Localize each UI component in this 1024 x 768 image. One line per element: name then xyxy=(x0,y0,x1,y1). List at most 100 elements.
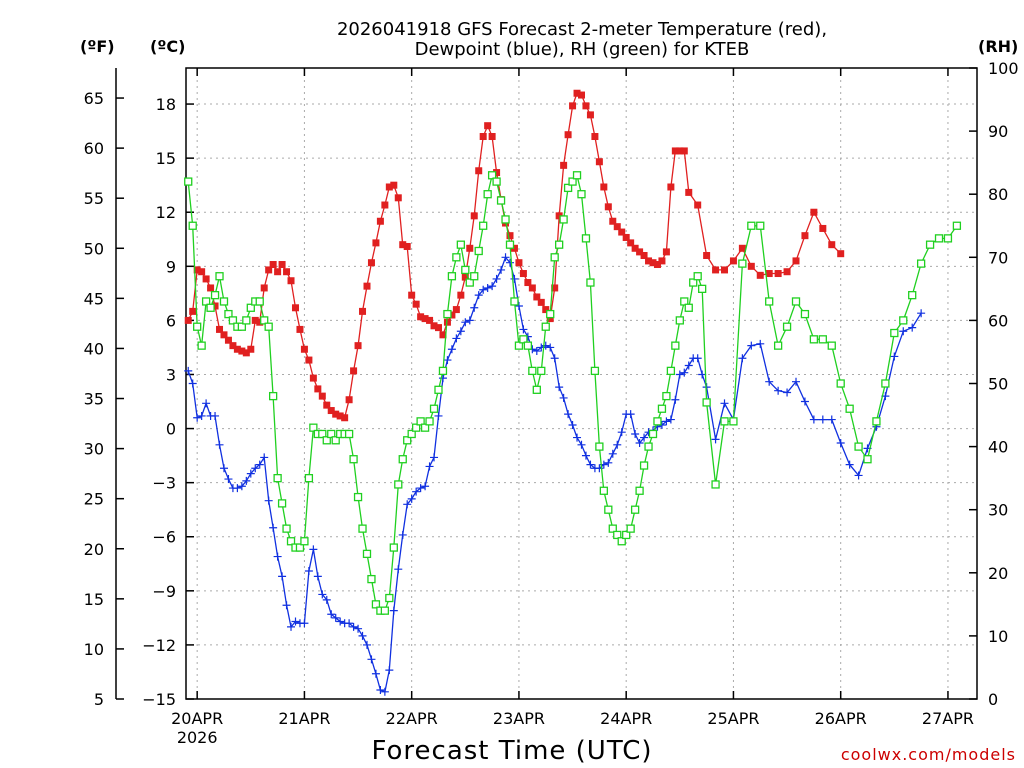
series-dewpoint xyxy=(184,253,926,696)
data-point xyxy=(331,436,340,445)
data-point xyxy=(434,324,442,332)
data-point xyxy=(666,415,675,424)
data-point xyxy=(738,244,746,252)
data-point xyxy=(264,322,273,331)
data-point xyxy=(429,404,439,413)
tick-label-f: 15 xyxy=(84,590,104,609)
data-point xyxy=(572,171,582,180)
data-point xyxy=(836,379,845,388)
data-point xyxy=(256,318,264,326)
data-point xyxy=(350,367,358,375)
tick-label-x: 21APR xyxy=(278,709,330,728)
series-line xyxy=(187,92,842,419)
data-point xyxy=(349,622,358,631)
data-point xyxy=(238,347,246,355)
data-point xyxy=(479,133,487,141)
data-point xyxy=(407,429,416,439)
tick-label-f: 5 xyxy=(94,690,104,709)
data-point xyxy=(461,265,470,275)
tick-label-c: 0 xyxy=(166,420,176,439)
data-point xyxy=(278,572,287,581)
tick-label-c: −6 xyxy=(152,528,176,547)
data-point xyxy=(193,266,201,274)
data-point xyxy=(251,464,260,473)
fahrenheit-axis: 65 60 55 50 45 40 35 30 25 20 15 10 5 xyxy=(84,89,124,709)
data-point xyxy=(314,385,322,393)
data-point xyxy=(470,212,478,220)
tick-label-rh: 40 xyxy=(988,438,1008,457)
data-point xyxy=(581,234,591,243)
data-point xyxy=(362,549,372,559)
data-point xyxy=(197,341,206,350)
data-point xyxy=(188,221,197,230)
data-point xyxy=(484,122,492,130)
data-point xyxy=(551,284,559,292)
data-point xyxy=(466,244,474,252)
data-point xyxy=(720,417,729,426)
data-point xyxy=(341,414,349,422)
data-point xyxy=(698,370,707,379)
tick-label-rh: 30 xyxy=(988,501,1008,520)
data-point xyxy=(228,316,238,325)
data-point xyxy=(327,610,336,619)
data-point xyxy=(193,322,202,331)
data-point xyxy=(648,429,658,439)
data-point xyxy=(198,268,206,276)
data-point xyxy=(309,423,318,432)
data-point xyxy=(322,595,331,604)
tick-label-x: 26APR xyxy=(815,709,867,728)
data-point xyxy=(417,313,425,321)
tick-label-f: 50 xyxy=(84,239,104,258)
data-point xyxy=(488,282,497,291)
data-point xyxy=(184,366,193,375)
data-point xyxy=(604,505,613,514)
data-point xyxy=(283,268,291,276)
data-point xyxy=(389,606,398,615)
data-point xyxy=(408,291,416,299)
data-point xyxy=(564,410,573,419)
data-point xyxy=(519,325,528,334)
data-point xyxy=(943,234,953,243)
data-point xyxy=(456,240,465,249)
data-point xyxy=(568,420,577,429)
data-point xyxy=(568,177,577,186)
data-point xyxy=(197,411,206,420)
data-point xyxy=(233,345,241,353)
series-rh xyxy=(184,171,962,615)
data-point xyxy=(546,315,554,323)
tick-label-f: 45 xyxy=(84,289,104,308)
data-point xyxy=(425,417,434,426)
data-point xyxy=(693,272,702,281)
data-point xyxy=(555,240,564,249)
data-point xyxy=(774,386,783,395)
data-point xyxy=(443,318,451,326)
data-point xyxy=(747,221,756,230)
data-point xyxy=(729,257,737,265)
data-point xyxy=(604,458,613,467)
data-point xyxy=(448,311,456,319)
data-point xyxy=(206,303,215,312)
data-point xyxy=(899,316,908,325)
data-point xyxy=(420,423,430,432)
data-point xyxy=(635,438,644,447)
data-point xyxy=(268,391,278,401)
tick-label-c: 18 xyxy=(156,95,176,114)
data-point xyxy=(260,316,269,325)
tick-label-f: 30 xyxy=(84,440,104,459)
data-point xyxy=(358,631,367,640)
data-point xyxy=(452,306,460,314)
data-point xyxy=(193,413,202,422)
data-point xyxy=(631,244,639,252)
x-axis-title: Forecast Time (UTC) xyxy=(371,736,652,766)
data-point xyxy=(542,306,550,314)
data-point xyxy=(774,270,782,278)
unit-label-celsius: (ºC) xyxy=(150,37,185,56)
data-point xyxy=(564,131,572,139)
data-point xyxy=(818,415,827,424)
data-point xyxy=(425,462,434,471)
data-point xyxy=(756,271,764,279)
data-point xyxy=(819,224,827,232)
plot-frame xyxy=(185,67,978,700)
data-point xyxy=(510,297,519,306)
